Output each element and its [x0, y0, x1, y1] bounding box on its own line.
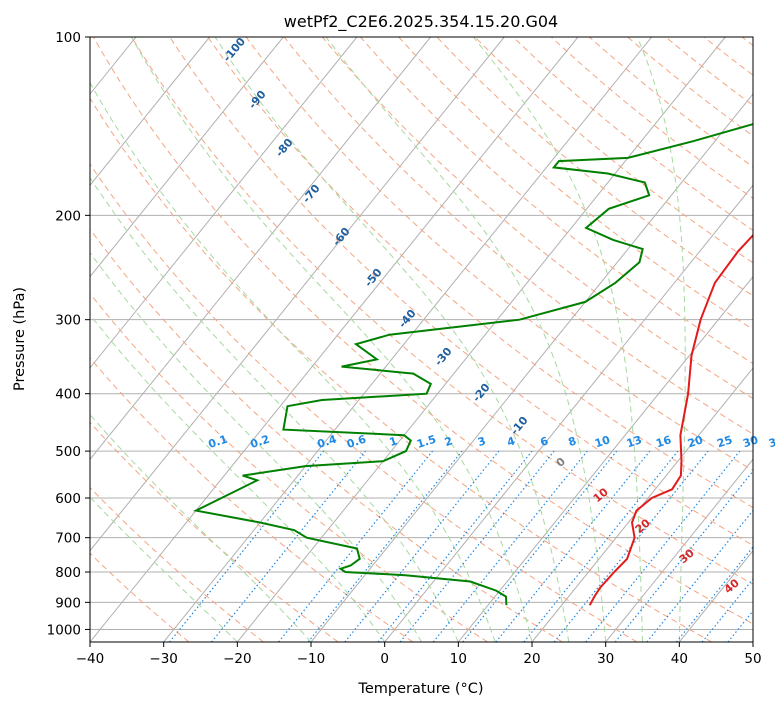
y-tick-label: 500: [55, 444, 81, 460]
y-tick-label: 400: [55, 387, 81, 403]
x-tick-label: 50: [744, 651, 761, 667]
y-tick-label: 200: [55, 208, 81, 224]
y-axis-label: Pressure (hPa): [12, 287, 28, 391]
y-tick-label: 800: [55, 565, 81, 581]
y-tick-label: 900: [55, 595, 81, 611]
x-tick-label: 30: [597, 651, 614, 667]
x-tick-label: 0: [380, 651, 389, 667]
x-tick-label: −10: [297, 651, 326, 667]
y-tick-label: 100: [55, 30, 81, 46]
y-tick-label: 300: [55, 313, 81, 329]
y-tick-label: 1000: [47, 622, 81, 638]
x-tick-label: 10: [450, 651, 467, 667]
x-tick-label: 20: [523, 651, 540, 667]
x-axis-label: Temperature (°C): [357, 681, 483, 697]
x-tick-label: 40: [671, 651, 688, 667]
y-tick-label: 600: [55, 491, 81, 507]
x-tick-label: −40: [76, 651, 105, 667]
x-tick-label: −30: [149, 651, 178, 667]
x-tick-label: −20: [223, 651, 252, 667]
y-tick-label: 700: [55, 531, 81, 547]
chart-title: wetPf2_C2E6.2025.354.15.20.G04: [284, 12, 558, 32]
